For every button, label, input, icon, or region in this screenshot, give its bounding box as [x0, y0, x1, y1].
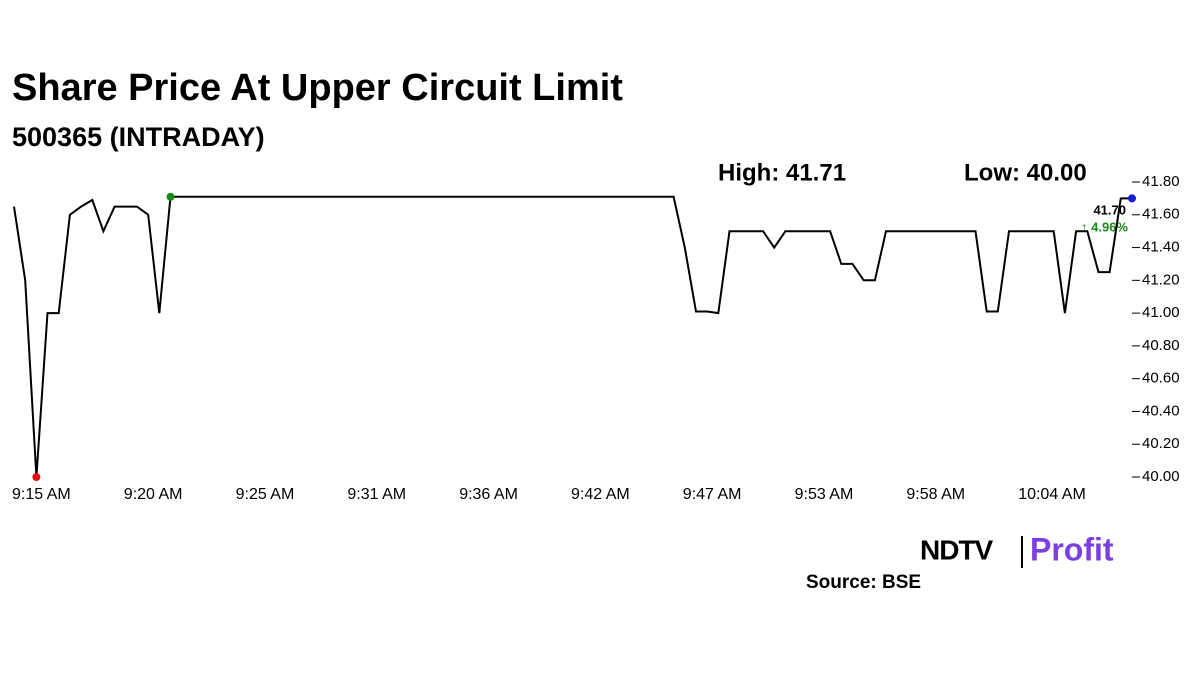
high-label: High: 41.71 [718, 159, 846, 186]
x-tick-label: 10:04 AM [1018, 486, 1086, 503]
y-tick-label: 40.20 [1142, 435, 1180, 452]
y-tick-label: 40.60 [1142, 370, 1180, 387]
y-tick-label: 41.00 [1142, 304, 1180, 321]
low-label: Low: 40.00 [964, 159, 1087, 186]
x-tick-label: 9:36 AM [459, 486, 518, 503]
x-tick-label: 9:25 AM [236, 486, 295, 503]
y-tick-label: 40.40 [1142, 402, 1180, 419]
last-label: 41.70 [1093, 202, 1126, 217]
x-tick-label: 9:31 AM [347, 486, 406, 503]
x-tick-label: 9:20 AM [124, 486, 183, 503]
x-tick-label: 9:58 AM [906, 486, 965, 503]
high-marker [166, 192, 175, 201]
price-line [13, 195, 1132, 478]
y-tick-label: 41.40 [1142, 239, 1180, 256]
chart-subtitle: 500365 (INTRADAY) [12, 122, 265, 152]
x-tick-label: 9:47 AM [683, 486, 742, 503]
last-marker [1128, 194, 1136, 203]
low-marker [32, 473, 41, 481]
y-tick-label: 41.60 [1142, 206, 1180, 223]
y-tick-label: 41.20 [1142, 271, 1180, 288]
chart-title: Share Price At Upper Circuit Limit [12, 67, 623, 109]
source: Source: BSE [806, 572, 921, 593]
y-tick-label: 40.80 [1142, 337, 1180, 354]
x-tick-label: 9:42 AM [571, 486, 630, 503]
brand-profit: Profit [1030, 531, 1114, 567]
y-tick-label: 40.00 [1142, 468, 1180, 485]
x-tick-label: 9:53 AM [795, 486, 854, 503]
x-tick-label: 9:15 AM [12, 486, 71, 503]
brand-ndtv: NDTV [920, 534, 994, 565]
y-tick-label: 41.80 [1142, 173, 1180, 190]
